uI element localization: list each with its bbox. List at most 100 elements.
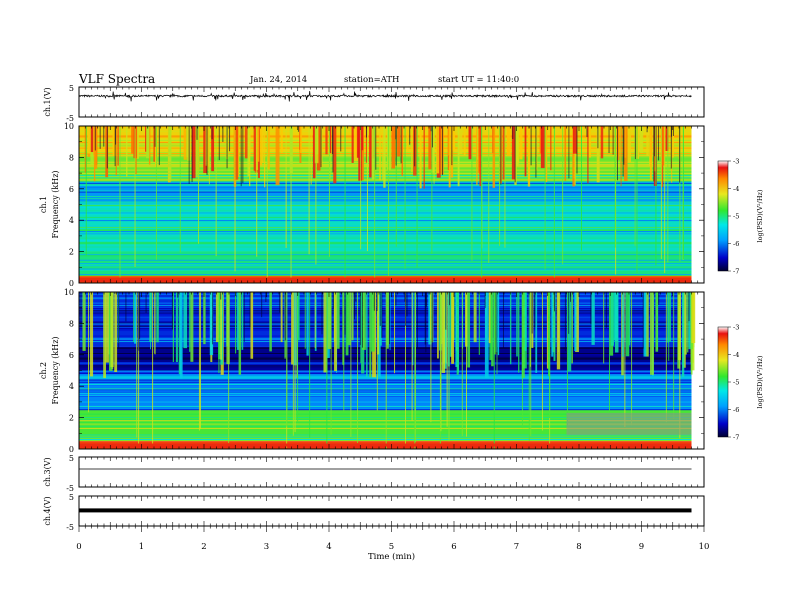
ch1-spectrogram-colorbar-label: log(PSD)(V²/Hz) (756, 189, 764, 242)
ch2-spectrogram-burst (669, 292, 671, 342)
ch1-spectrogram-gap (211, 126, 213, 140)
ch2-spectrogram-gap (332, 292, 334, 309)
ch2-spectrogram-gap (445, 292, 447, 330)
ch1-spectrogram-spheric (636, 126, 638, 273)
ch1-spectrogram-burst (354, 126, 359, 162)
ch1-spectrogram-burst (511, 126, 515, 180)
ch2-spectrogram-burst (687, 292, 689, 353)
ch2-spectrogram-burst (378, 292, 381, 377)
ch2-spectrogram-band-line (79, 392, 692, 394)
ch1-spectrogram-burst (153, 126, 156, 162)
start-ut-label: start UT = 11:40:0 (438, 75, 520, 85)
ch1-spectrogram-burst (315, 126, 319, 155)
ch2-spectrogram-gap (553, 292, 555, 312)
ch2-spectrogram-burst (238, 292, 242, 375)
ch1-spectrogram-spheric (344, 126, 346, 278)
ch1-spectrogram-burst (112, 126, 117, 156)
ch3-waveform-ytick-label: -5 (66, 484, 74, 493)
ch1-spectrogram-burst (244, 126, 248, 159)
ch2-spectrogram-band-line (79, 427, 692, 429)
ch1-spectrogram-gap (106, 126, 108, 169)
ch2-spectrogram-burst (548, 292, 550, 377)
ch1-spectrogram-band (79, 204, 692, 252)
ch2-spectrogram-spheric (343, 292, 345, 412)
ch1-spectrogram-spheric (615, 126, 617, 275)
ch2-spectrogram-ytick-label: 4 (69, 382, 74, 391)
ch1-spectrogram-spheric (488, 126, 490, 263)
ch1-spectrogram-burst (587, 126, 589, 184)
ch2-spectrogram-band-line (79, 347, 692, 349)
ch2-spectrogram-band-line (79, 424, 692, 426)
ch1-spectrogram-burst (639, 126, 642, 152)
ch2-spectrogram-band-line (79, 436, 692, 438)
ch2-spectrogram-spheric (446, 292, 448, 427)
ch1-spectrogram-gap (206, 126, 208, 175)
ch2-spectrogram-spheric (439, 292, 441, 447)
ch1-spectrogram-spheric (660, 126, 662, 259)
ch1-spectrogram-spheric (198, 126, 199, 244)
ch1-spectrogram-burst (358, 126, 363, 181)
ch1-spectrogram-spheric (256, 126, 258, 257)
ch2-spectrogram-spheric (152, 292, 154, 446)
chart-title: VLF Spectra (79, 72, 156, 86)
ch2-spectrogram-gap (145, 292, 147, 313)
ch1-spectrogram-low-band (79, 277, 692, 281)
ch2-spectrogram-band-line (79, 327, 692, 329)
ch2-spectrogram-band-line (79, 391, 692, 393)
ch2-spectrogram-spheric (415, 292, 416, 443)
ch2-spectrogram-colorbar-tick-label: -6 (733, 406, 739, 414)
ch2-spectrogram-burst (603, 292, 605, 364)
ch2-spectrogram-gray-region (566, 412, 692, 435)
ch1-spectrogram-gap (658, 126, 660, 161)
ch1-spectrogram-band-line (79, 216, 692, 218)
ch1-spectrogram-gap (94, 126, 96, 151)
ch2-spectrogram-band-line (79, 404, 692, 406)
ch2-spectrogram-burst (250, 292, 254, 359)
ch1-spectrogram-colorbar-tick-label: -7 (733, 268, 739, 276)
ch2-spectrogram-burst (521, 292, 525, 378)
ch1-spectrogram-burst (627, 126, 631, 163)
ch1-spectrogram-band-line (79, 264, 692, 266)
ch2-spectrogram-gap (658, 292, 660, 305)
ch2-spectrogram-band-line (79, 378, 692, 380)
ch1-spectrogram-spheric (544, 126, 546, 270)
ch2-spectrogram-burst (430, 292, 433, 343)
ch1-waveform-ytick-label: 5 (69, 84, 74, 93)
ch2-spectrogram-burst (478, 292, 480, 355)
ch2-spectrogram-burst (154, 292, 156, 355)
ch2-spectrogram-band-line (79, 423, 692, 425)
ch2-spectrogram-spheric (330, 292, 332, 435)
ch2-spectrogram-spheric (411, 292, 413, 421)
ch1-spectrogram-gap (414, 126, 416, 167)
ch1-spectrogram-band-line (79, 207, 692, 208)
ch1-spectrogram-band-line (79, 275, 692, 277)
ch2-spectrogram-colorbar (717, 326, 729, 438)
ch2-spectrogram-burst (342, 292, 345, 365)
ch2-spectrogram-burst (371, 292, 375, 352)
ch2-spectrogram-burst (428, 292, 432, 345)
ch2-spectrogram-spheric (521, 292, 523, 429)
ch2-spectrogram-burst (394, 292, 396, 374)
ch2-spectrogram-burst (133, 292, 135, 343)
ch1-spectrogram-ytick-label: 4 (69, 216, 74, 225)
ch1-spectrogram-burst (620, 126, 622, 187)
ch4-waveform-ytick-label: -5 (66, 523, 74, 532)
ch2-spectrogram-gap (361, 292, 363, 348)
ch2-spectrogram-gap (688, 292, 690, 322)
ch2-spectrogram-colorbar-tick-label: -3 (733, 324, 739, 332)
ch1-spectrogram-band-line (79, 191, 692, 193)
ch2-spectrogram-burst (622, 292, 624, 357)
ch1-spectrogram-ylabel-channel: ch.1 (39, 196, 48, 213)
ch2-spectrogram-band-line (79, 330, 692, 332)
ch1-spectrogram-burst (203, 126, 208, 174)
ch1-spectrogram-burst (115, 126, 117, 176)
ch1-spectrogram-burst (275, 126, 280, 186)
ch2-spectrogram-burst (369, 292, 372, 378)
ch2-spectrogram-burst (614, 292, 619, 341)
ch2-spectrogram-spheric (624, 292, 626, 427)
ch1-spectrogram-gap (395, 126, 397, 140)
ch1-spectrogram-gap (514, 126, 516, 183)
ch1-spectrogram-spheric (416, 126, 418, 268)
ch2-spectrogram-ytick-label: 2 (69, 414, 74, 423)
ch1-spectrogram-burst (588, 126, 592, 158)
